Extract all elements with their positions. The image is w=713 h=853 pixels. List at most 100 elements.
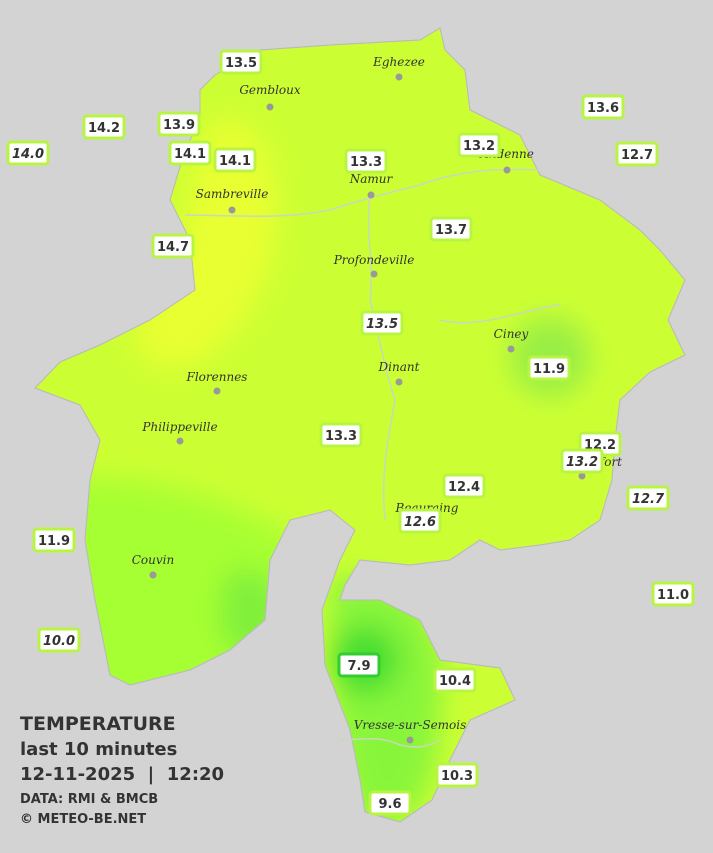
station-box [651,581,695,607]
station-box [168,140,212,166]
city-label: Profondeville [333,253,415,267]
station-box [368,790,412,816]
city-label: Couvin [132,553,174,567]
station: 13.2 [560,448,604,474]
rivers [184,168,561,748]
city-label: Florennes [186,370,248,384]
station: 12.7 [615,141,659,167]
station-value: 14.0 [12,147,44,162]
station: 14.2 [82,114,126,140]
station-box [398,508,442,534]
station-box [344,148,388,174]
station-box [6,140,50,166]
station: 12.4 [442,473,486,499]
station-value: 12.7 [621,148,653,163]
city-dot [406,736,414,744]
station-value: 11.0 [657,588,689,603]
station-value: 13.7 [435,223,467,238]
station-value: 10.4 [439,674,471,689]
station-box [442,473,486,499]
station-box [457,132,501,158]
city-dot [507,345,515,353]
station: 13.3 [344,148,388,174]
station-box [319,422,363,448]
station-box [433,667,477,693]
station-value: 12.4 [448,480,480,495]
legend: TEMPERATURE last 10 minutes 12-11-2025 |… [20,713,224,827]
legend-title: TEMPERATURE [20,713,176,735]
station-box [32,527,76,553]
station-box [615,141,659,167]
station-value: 9.6 [378,797,401,812]
station-box [626,485,670,511]
city-label: Eghezee [372,55,425,69]
station-box [560,448,604,474]
station-box [337,652,381,678]
station: 9.6 [368,790,412,816]
station-value: 13.9 [163,118,195,133]
city-dot [266,103,274,111]
station: 10.4 [433,667,477,693]
station-value: 10.0 [43,634,75,649]
city-dot [370,270,378,278]
station-value: 14.2 [88,121,120,136]
legend-source: DATA: RMI & BMCB [20,792,158,807]
station-value: 12.7 [632,492,665,507]
legend-subtitle: last 10 minutes [20,739,177,760]
station: 12.6 [398,508,442,534]
province-outline [34,27,686,823]
station-value: 13.3 [350,155,382,170]
city-dot [228,206,236,214]
station: 10.3 [435,762,479,788]
city-dot [578,472,586,480]
station: 13.6 [581,94,625,120]
station: 14.7 [151,233,195,259]
station-value: 13.3 [325,429,357,444]
station-box [151,233,195,259]
station: 13.2 [457,132,501,158]
station-value: 12.6 [404,515,436,530]
station: 14.0 [6,140,50,166]
station: 11.0 [651,581,695,607]
station-value: 13.6 [587,101,619,116]
city-label: Philippeville [141,420,217,434]
city-dot [503,166,511,174]
station-box [213,147,257,173]
station-value: 14.7 [157,240,189,255]
station-box [429,216,473,242]
station: 13.9 [157,111,201,137]
station: 13.3 [319,422,363,448]
stations: 13.5 14.2 13.9 14.0 14.1 14.1 13.3 13.2 13.6 12.7… [6,49,695,816]
city-dot [367,191,375,199]
station: 11.9 [527,355,571,381]
station: 10.0 [37,627,81,653]
station-box [157,111,201,137]
city-label: Gembloux [239,83,301,97]
legend-datetime: 12-11-2025 | 12:20 [20,764,224,785]
city-label: Vresse-sur-Semois [354,718,467,732]
station: 7.9 [337,652,381,678]
station: 13.5 [360,310,404,336]
station-box [360,310,404,336]
station-box [435,762,479,788]
legend-copyright: © METEO-BE.NET [20,812,146,827]
station: 11.9 [32,527,76,553]
city-dot [213,387,221,395]
station-box [527,355,571,381]
city-dot [395,378,403,386]
station-value: 14.1 [174,147,206,162]
station-value: 11.9 [38,534,70,549]
station: 14.1 [213,147,257,173]
station-value: 10.3 [441,769,473,784]
station: 13.5 [219,49,263,75]
station: 14.1 [168,140,212,166]
city-label: Dinant [378,360,420,374]
station: 12.7 [626,485,670,511]
city-label: Namur [349,172,394,186]
station-box [219,49,263,75]
city-label: Ciney [494,327,529,341]
station-value: 13.2 [566,455,598,470]
city-dot [149,571,157,579]
station-value: 13.5 [366,317,398,332]
station-box [581,94,625,120]
